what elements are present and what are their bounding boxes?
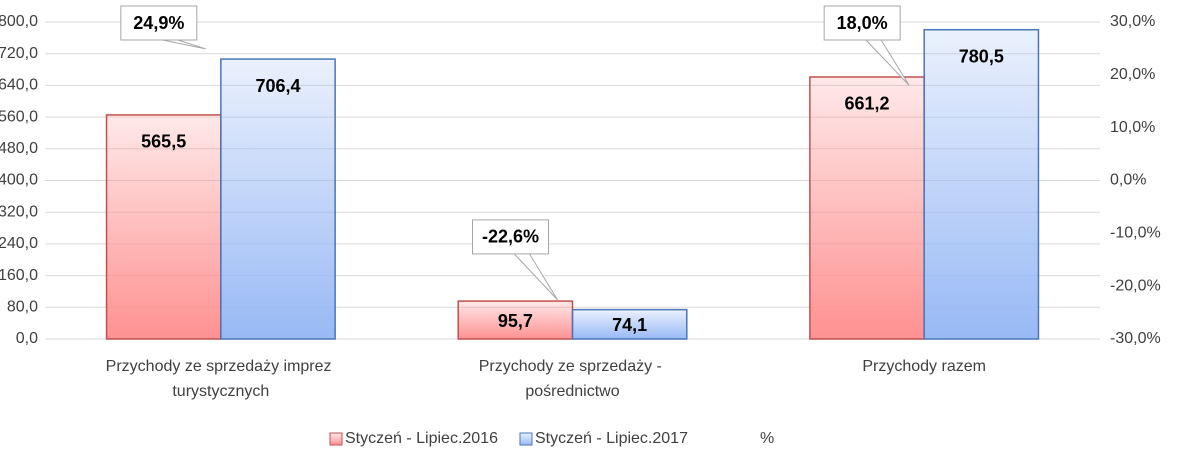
- x-tick-line: Przychody ze sprzedaży -: [479, 358, 667, 375]
- callout: [823, 5, 901, 41]
- bar: [571, 308, 688, 340]
- x-tick-line: turystycznych: [172, 383, 269, 400]
- callout-pointer: [162, 39, 206, 50]
- y-tick-label: 640,0: [0, 77, 38, 94]
- y2-tick-label: -10,0%: [1110, 225, 1161, 242]
- x-tick-label: Przychody razem: [862, 358, 986, 375]
- callout-pointer: [865, 39, 910, 86]
- y2-tick-label: 10,0%: [1110, 119, 1155, 136]
- y2-tick-label: 30,0%: [1110, 13, 1155, 30]
- y-tick-label: 480,0: [0, 140, 38, 157]
- y2-tick-label: -20,0%: [1110, 277, 1161, 294]
- bar: [220, 58, 336, 340]
- data-label: 95,7: [498, 311, 533, 331]
- y2-tick-label: -30,0%: [1110, 330, 1161, 347]
- y-tick-label: 800,0: [0, 13, 38, 30]
- callout-pointer: [513, 253, 558, 301]
- bar: [105, 114, 222, 340]
- callout: [472, 219, 549, 255]
- x-tick-line: Przychody razem: [862, 358, 986, 375]
- x-tick-line: pośrednictwo: [525, 383, 619, 400]
- data-label: 565,5: [141, 132, 186, 152]
- data-label: -22,6%: [482, 227, 539, 247]
- x-tick-line: Przychody ze sprzedaży imprez: [106, 358, 336, 375]
- legend-label: %: [760, 430, 774, 447]
- x-tick-label: Przychody ze sprzedaży imprez turystyczn…: [106, 358, 336, 400]
- y-tick-label: 720,0: [0, 45, 38, 62]
- y-tick-label: 560,0: [0, 108, 38, 125]
- bar: [809, 76, 925, 340]
- data-label: 18,0%: [837, 13, 888, 33]
- data-label: 74,1: [612, 315, 647, 335]
- legend-label: Styczeń - Lipiec.2016: [345, 430, 498, 447]
- y-tick-label: 80,0: [7, 299, 38, 316]
- bar: [923, 28, 1040, 340]
- data-label: 24,9%: [133, 13, 184, 33]
- y2-tick-label: 0,0%: [1110, 172, 1146, 189]
- legend-swatch: [329, 432, 343, 446]
- y2-tick-label: 20,0%: [1110, 66, 1155, 83]
- legend-swatch: [519, 432, 533, 446]
- x-tick-label: Przychody ze sprzedaży - pośrednictwo: [479, 358, 667, 400]
- data-label: 661,2: [844, 94, 889, 114]
- legend-label: Styczeń - Lipiec.2017: [535, 430, 688, 447]
- data-label: 706,4: [255, 76, 300, 96]
- y-tick-label: 160,0: [0, 267, 38, 284]
- y-tick-label: 240,0: [0, 235, 38, 252]
- y-tick-label: 0,0: [16, 330, 38, 347]
- y-tick-label: 400,0: [0, 172, 38, 189]
- callout: [120, 5, 198, 41]
- y-tick-label: 320,0: [0, 203, 38, 220]
- data-label: 780,5: [959, 46, 1004, 66]
